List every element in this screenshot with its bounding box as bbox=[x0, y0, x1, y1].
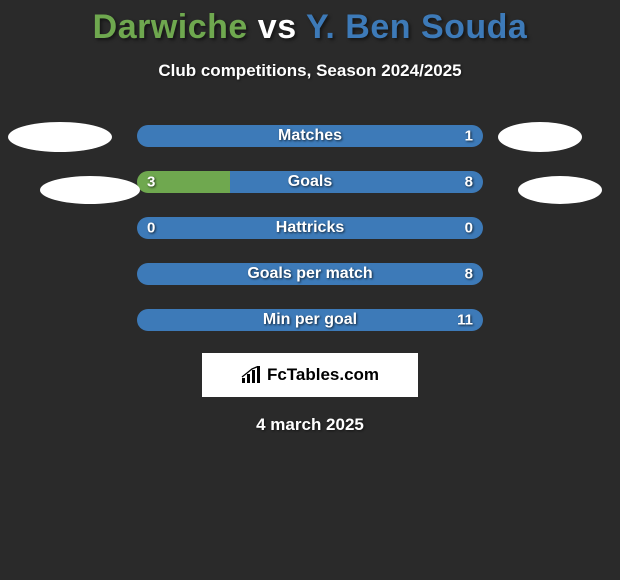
chart-icon bbox=[241, 366, 263, 384]
stat-row: Matches 1 bbox=[137, 125, 483, 147]
logo-text: FcTables.com bbox=[267, 365, 379, 385]
stat-label: Goals bbox=[288, 173, 332, 191]
stat-value-right: 11 bbox=[457, 312, 473, 329]
stats-container: Matches 1 Goals 3 8 Hattricks 0 0 Goals per matc… bbox=[137, 125, 483, 331]
stat-row: Goals 3 8 bbox=[137, 171, 483, 193]
stat-label: Goals per match bbox=[247, 265, 372, 283]
stat-value-right: 8 bbox=[465, 266, 473, 283]
stat-row: Min per goal 11 bbox=[137, 309, 483, 331]
source-logo: FcTables.com bbox=[202, 353, 418, 397]
stat-label: Hattricks bbox=[276, 219, 344, 237]
stat-row: Goals per match 8 bbox=[137, 263, 483, 285]
stat-row: Hattricks 0 0 bbox=[137, 217, 483, 239]
decorative-bubble bbox=[498, 122, 582, 152]
player1-name: Darwiche bbox=[93, 8, 248, 46]
vs-text: vs bbox=[258, 8, 297, 46]
stat-label: Matches bbox=[278, 127, 342, 145]
decorative-bubble bbox=[518, 176, 602, 204]
date-label: 4 march 2025 bbox=[0, 415, 620, 435]
comparison-title: Darwiche vs Y. Ben Souda bbox=[0, 0, 620, 47]
stat-label: Min per goal bbox=[263, 311, 357, 329]
stat-value-right: 1 bbox=[465, 128, 473, 145]
subtitle: Club competitions, Season 2024/2025 bbox=[0, 61, 620, 81]
stat-bar-right bbox=[230, 171, 483, 193]
stat-value-left: 0 bbox=[147, 220, 155, 237]
stat-value-left: 3 bbox=[147, 174, 155, 191]
stat-value-right: 0 bbox=[465, 220, 473, 237]
stat-value-right: 8 bbox=[465, 174, 473, 191]
player2-name: Y. Ben Souda bbox=[306, 8, 527, 46]
decorative-bubble bbox=[40, 176, 140, 204]
decorative-bubble bbox=[8, 122, 112, 152]
